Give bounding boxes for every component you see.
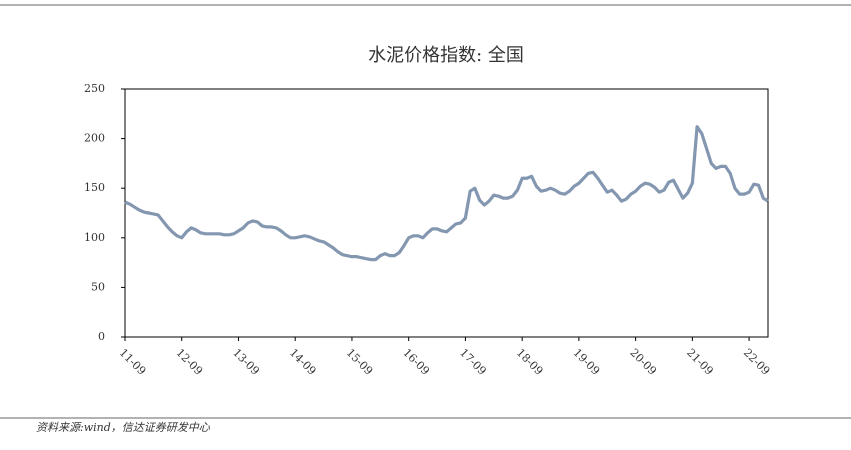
x-tick-label: 13-09	[230, 346, 262, 378]
y-tick-label: 0	[98, 330, 105, 343]
x-tick-label: 16-09	[400, 346, 432, 378]
x-tick-label: 18-09	[514, 346, 546, 378]
x-tick-label: 22-09	[741, 346, 773, 378]
x-tick-label: 12-09	[173, 346, 205, 378]
chart-title: 水泥价格指数: 全国	[368, 45, 524, 66]
x-tick-label: 21-09	[684, 346, 716, 378]
x-tick-label: 20-09	[627, 346, 659, 378]
y-tick-label: 200	[84, 132, 105, 145]
x-tick-label: 19-09	[571, 346, 603, 378]
series-line	[124, 125, 769, 262]
y-tick-label: 100	[84, 231, 105, 244]
y-tick-label: 250	[84, 82, 105, 95]
x-tick-label: 15-09	[344, 346, 376, 378]
x-tick-label: 11-09	[117, 346, 149, 378]
y-tick-label: 150	[84, 181, 105, 194]
x-tick-label: 14-09	[287, 346, 319, 378]
plot-frame	[124, 88, 769, 338]
y-tick-label: 50	[91, 280, 105, 293]
source-note: 资料来源:wind，信达证券研发中心	[36, 421, 211, 434]
x-tick-label: 17-09	[457, 346, 489, 378]
